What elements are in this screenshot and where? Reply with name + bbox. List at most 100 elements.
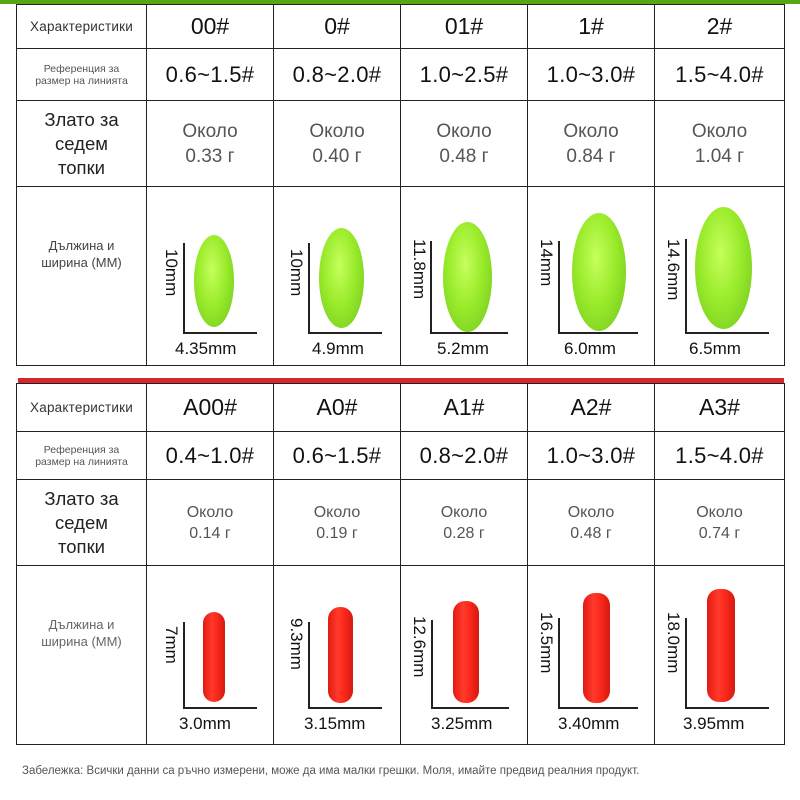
red-float-image [328,607,353,703]
width-axis [431,707,509,709]
characteristics-label: Характеристики [16,383,147,432]
weight-cell: Около 0.74 г [654,479,785,566]
weight-row: Злато за седем топки Около 0.14 г Около 0.… [16,479,785,566]
red-float-spec-table: Характеристики A00# A0# A1# A2# A3# Рефе… [16,383,785,745]
weight-cell: Около 1.04 г [654,100,785,187]
dimension-cell: 18.0mm 3.95mm [654,565,785,745]
line-ref-row: Референция за размер на линията 0.6~1.5#… [16,48,785,101]
size-cell: 1# [527,4,655,49]
size-row: Характеристики A00# A0# A1# A2# A3# [16,383,785,432]
weight-cell: Около 0.48 г [527,479,655,566]
size-cell: A1# [400,383,528,432]
weight-cell: Около 0.14 г [146,479,274,566]
length-axis [308,243,310,332]
red-float-image [203,612,225,702]
line-range-cell: 1.0~3.0# [527,431,655,480]
width-label: 6.5mm [689,339,741,358]
width-label: 3.0mm [179,714,231,733]
red-section-divider [18,378,784,383]
line-range-cell: 0.8~2.0# [400,431,528,480]
length-label: 7mm [162,626,181,664]
dimensions-row: Дължина и ширина (ММ) 7mm 3.0mm 9.3mm 3.… [16,565,785,745]
line-range-cell: 1.5~4.0# [654,48,785,101]
size-cell: A2# [527,383,655,432]
dimension-cell: 10mm 4.9mm [273,186,401,366]
green-float-image [319,228,364,328]
width-axis [183,707,257,709]
length-axis [183,622,185,707]
width-label: 3.40mm [558,714,620,733]
length-label: 16.5mm [537,612,556,674]
weight-label: Злато за седем топки [16,479,147,566]
width-axis [685,707,769,709]
weight-cell: Около 0.19 г [273,479,401,566]
line-ref-label: Референция за размер на линията [16,48,147,101]
weight-label: Злато за седем топки [16,100,147,187]
green-float-image [572,213,626,331]
length-label: 14.6mm [664,239,683,301]
dimension-cell: 9.3mm 3.15mm [273,565,401,745]
width-axis [685,332,769,334]
size-cell: 01# [400,4,528,49]
width-label: 3.15mm [304,714,366,733]
length-axis [430,241,432,332]
green-float-image [443,222,492,332]
width-label: 4.35mm [175,339,237,358]
line-range-cell: 1.5~4.0# [654,431,785,480]
length-label: 10mm [287,249,306,297]
length-label: 12.6mm [410,616,429,678]
width-label: 5.2mm [437,339,489,358]
length-axis [431,620,433,707]
size-cell: A0# [273,383,401,432]
green-float-spec-table: Характеристики 00# 0# 01# 1# 2# Референц… [16,4,785,366]
weight-cell: Около 0.28 г [400,479,528,566]
size-cell: A00# [146,383,274,432]
green-float-image [695,207,752,329]
length-axis [685,239,687,332]
length-axis [558,241,560,332]
length-label: 9.3mm [287,618,306,670]
line-range-cell: 1.0~2.5# [400,48,528,101]
red-float-image [707,589,735,702]
width-label: 3.25mm [431,714,493,733]
footnote: Забележка: Всички данни са ръчно измерен… [22,765,640,777]
length-label: 11.8mm [410,239,429,300]
line-range-cell: 0.6~1.5# [146,48,274,101]
red-float-image [583,593,610,703]
length-label: 14mm [537,239,556,287]
line-ref-label: Референция за размер на линията [16,431,147,480]
dimension-cell: 12.6mm 3.25mm [400,565,528,745]
width-axis [308,707,382,709]
weight-cell: Около 0.40 г [273,100,401,187]
dimension-cell: 16.5mm 3.40mm [527,565,655,745]
red-float-image [453,601,479,703]
weight-cell: Около 0.84 г [527,100,655,187]
dimensions-label: Дължина и ширина (ММ) [16,565,147,745]
size-cell: 00# [146,4,274,49]
width-axis [558,332,638,334]
dimensions-row: Дължина и ширина (ММ) 10mm 4.35mm 10mm 4… [16,186,785,366]
size-cell: 2# [654,4,785,49]
length-axis [685,618,687,707]
width-axis [430,332,508,334]
dimensions-label: Дължина и ширина (ММ) [16,186,147,366]
line-range-cell: 0.8~2.0# [273,48,401,101]
dimension-cell: 11.8mm 5.2mm [400,186,528,366]
weight-cell: Около 0.48 г [400,100,528,187]
line-ref-row: Референция за размер на линията 0.4~1.0#… [16,431,785,480]
width-axis [308,332,382,334]
length-axis [183,243,185,332]
length-label: 10mm [162,249,181,297]
width-label: 6.0mm [564,339,616,358]
top-green-bar [0,0,800,4]
size-row: Характеристики 00# 0# 01# 1# 2# [16,4,785,49]
width-label: 4.9mm [312,339,364,358]
length-axis [558,618,560,707]
characteristics-label: Характеристики [16,4,147,49]
line-range-cell: 0.6~1.5# [273,431,401,480]
dimension-cell: 14mm 6.0mm [527,186,655,366]
line-range-cell: 1.0~3.0# [527,48,655,101]
dimension-cell: 10mm 4.35mm [146,186,274,366]
weight-row: Злато за седем топки Около 0.33 г Около 0.… [16,100,785,187]
length-label: 18.0mm [664,612,683,674]
